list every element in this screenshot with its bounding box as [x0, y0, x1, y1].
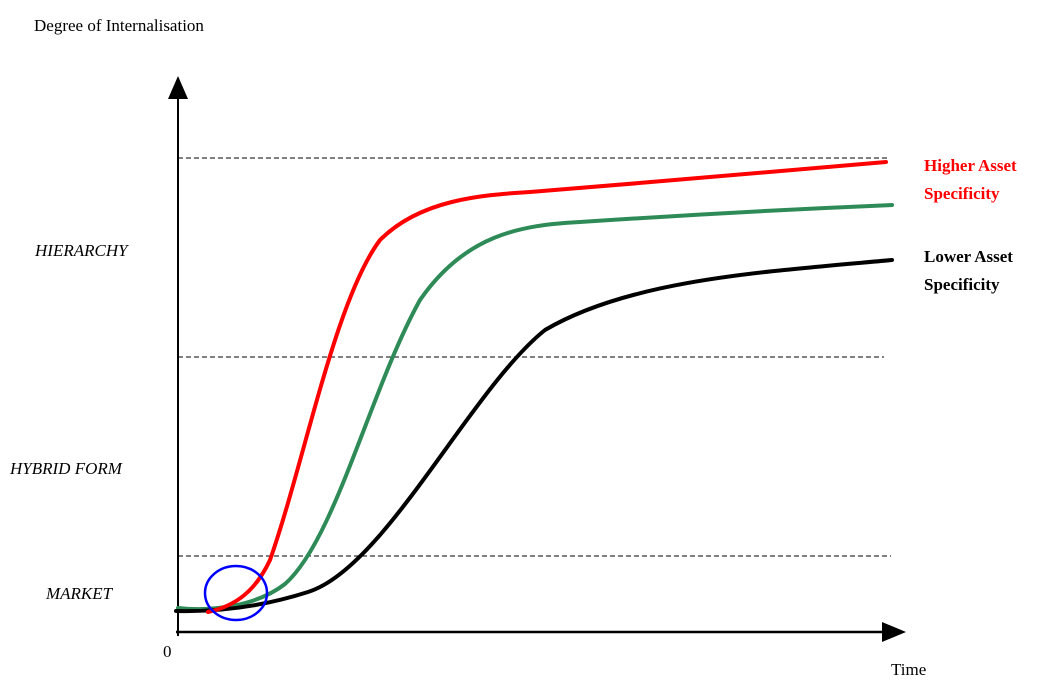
legend-higher-line-1: Higher Asset	[924, 156, 1017, 175]
y-axis-title: Degree of Internalisation	[34, 16, 204, 35]
curve-lower-specificity	[174, 258, 894, 614]
highlight-circle	[203, 564, 269, 622]
legend-label-lower-asset-specificity: Lower Asset Specificity	[924, 247, 1017, 294]
x-axis-label: Time	[891, 660, 926, 679]
x-axis-arrow	[882, 622, 906, 642]
origin-label: 0	[163, 642, 172, 661]
level-label-market: MARKET	[45, 584, 114, 603]
legend-label-higher-asset-specificity: Higher Asset Specificity	[924, 156, 1021, 203]
level-label-hybrid-form: HYBRID FORM	[9, 459, 123, 478]
level-label-hierarchy: HIERARCHY	[34, 241, 129, 260]
legend-lower-line-1: Lower Asset	[924, 247, 1013, 266]
curve-middle-specificity	[176, 203, 894, 612]
legend-higher-line-2: Specificity	[924, 184, 1000, 203]
y-axis-arrow	[168, 76, 188, 99]
curve-higher-specificity	[206, 160, 888, 614]
legend-lower-line-2: Specificity	[924, 275, 1000, 294]
